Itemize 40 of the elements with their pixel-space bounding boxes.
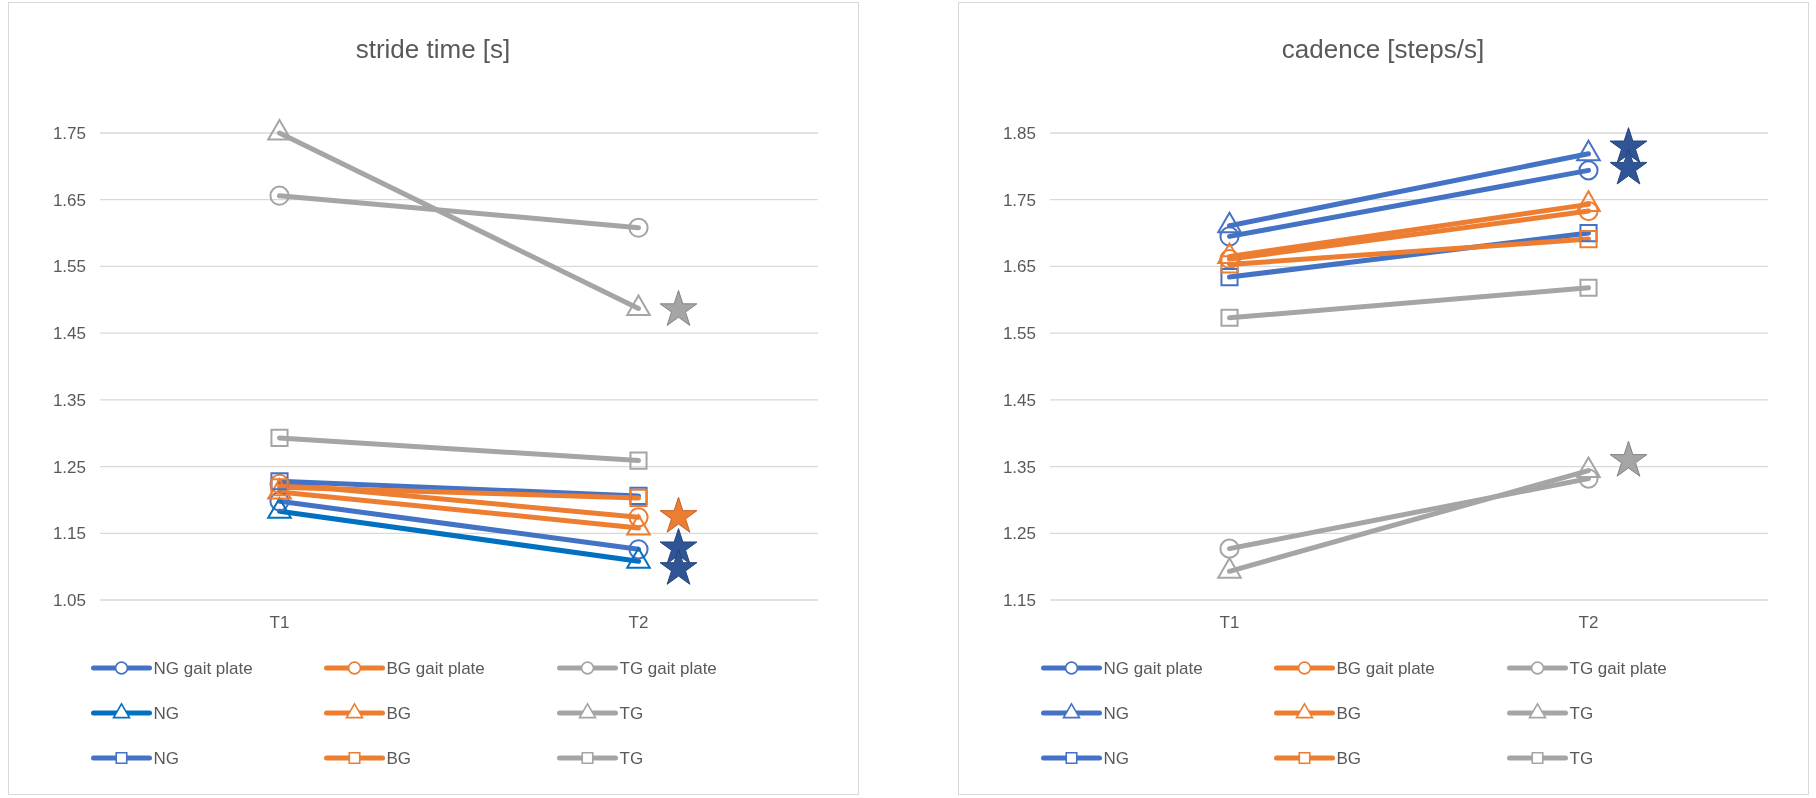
legend-label: NG [1103, 704, 1129, 723]
y-tick-label: 1.15 [1002, 590, 1036, 610]
legend-label: TG [619, 704, 644, 723]
y-tick-label: 1.35 [52, 390, 86, 410]
legend-label: NG gait plate [153, 659, 253, 678]
y-tick-label: 1.65 [1002, 257, 1036, 277]
y-tick-label: 1.25 [1002, 524, 1036, 544]
legend-label: TG [1569, 749, 1594, 768]
legend-label: TG gait plate [1569, 659, 1667, 678]
legend-label: NG gait plate [1103, 659, 1203, 678]
x-tick-label: T2 [1578, 613, 1599, 633]
y-tick-label: 1.75 [52, 123, 86, 143]
legend-label: NG [153, 704, 179, 723]
x-tick-label: T1 [269, 613, 290, 633]
y-tick-label: 1.05 [52, 590, 86, 610]
y-tick-label: 1.45 [52, 324, 86, 344]
legend-label: TG gait plate [619, 659, 717, 678]
x-tick-label: T2 [628, 613, 649, 633]
chart-title: stride time [s] [355, 34, 511, 64]
y-tick-label: 1.55 [1002, 324, 1036, 344]
legend-label: NG [153, 749, 179, 768]
legend-label: TG [619, 749, 644, 768]
legend-label: BG gait plate [1336, 659, 1435, 678]
legend-label: BG [1336, 749, 1362, 768]
legend-label: BG [386, 704, 412, 723]
legend-label: BG gait plate [386, 659, 485, 678]
y-tick-label: 1.55 [52, 257, 86, 277]
y-tick-label: 1.75 [1002, 190, 1036, 210]
y-tick-label: 1.25 [52, 457, 86, 477]
y-tick-label: 1.15 [52, 524, 86, 544]
y-tick-label: 1.45 [1002, 390, 1036, 410]
legend-label: BG [386, 749, 412, 768]
chart-title: cadence [steps/s] [1281, 34, 1485, 64]
y-tick-label: 1.85 [1002, 123, 1036, 143]
y-tick-label: 1.65 [52, 190, 86, 210]
legend-label: NG [1103, 749, 1129, 768]
legend-label: BG [1336, 704, 1362, 723]
legend-label: TG [1569, 704, 1594, 723]
x-tick-label: T1 [1219, 613, 1240, 633]
y-tick-label: 1.35 [1002, 457, 1036, 477]
